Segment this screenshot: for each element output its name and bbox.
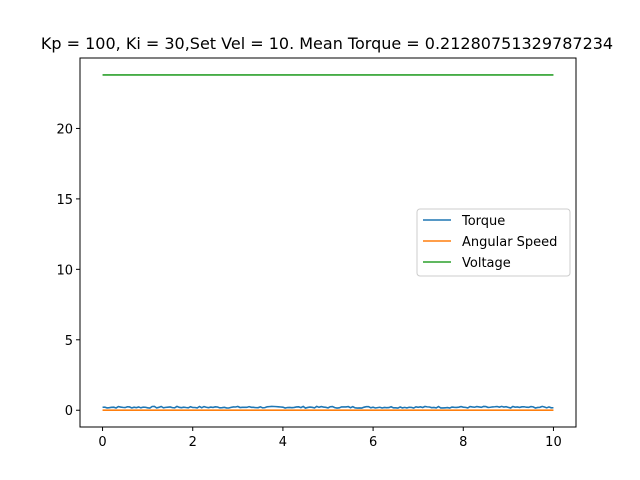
y-tick-label: 20 (56, 122, 73, 137)
legend-label: Angular Speed (462, 235, 557, 250)
legend-box (416, 208, 571, 277)
x-tick-label: 8 (459, 435, 467, 450)
x-tick-label: 6 (369, 435, 377, 450)
series-layer (102, 74, 554, 412)
x-tick-label: 0 (98, 435, 106, 450)
x-tick-label: 10 (545, 435, 562, 450)
chart-title: Kp = 100, Ki = 30,Set Vel = 10. Mean Tor… (41, 34, 613, 53)
legend-label: Voltage (462, 256, 511, 271)
plot-area-frame (79, 57, 577, 428)
legend: Torque Angular Speed Voltage (416, 208, 571, 277)
y-tick-label: 10 (56, 263, 73, 278)
legend-label: Torque (461, 214, 505, 229)
y-tick-label: 15 (56, 193, 73, 208)
y-axis-ticks: 0 5 10 15 20 (56, 122, 80, 419)
x-axis-ticks: 0 2 4 6 8 10 (98, 427, 562, 450)
series-line-torque (102, 405, 554, 409)
x-tick-label: 4 (279, 435, 287, 450)
x-tick-label: 2 (189, 435, 197, 450)
y-tick-label: 5 (65, 334, 73, 349)
y-tick-label: 0 (65, 404, 73, 419)
